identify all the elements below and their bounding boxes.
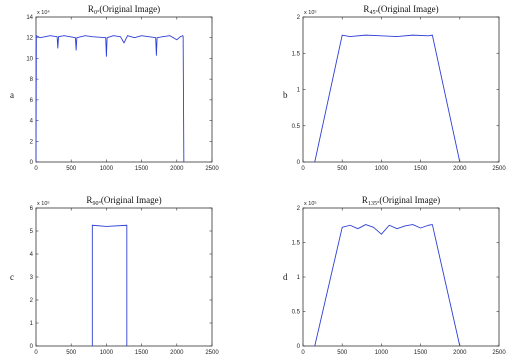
x-tick-label: 0 [34,350,38,354]
plot-frame [35,207,213,347]
y-axis-multiplier: x 10⁴ [37,9,50,16]
y-tick-label: 10 [26,56,33,62]
y-tick-label: 6 [30,98,34,104]
x-tick-label: 2000 [170,166,184,172]
x-tick-label: 500 [337,166,348,172]
y-tick-label: 1.5 [292,51,301,57]
x-tick-label: 1500 [135,350,149,354]
y-tick-label: 0 [30,160,34,166]
y-tick-label: 1 [30,321,34,327]
x-tick-label: 500 [66,166,77,172]
series-line [314,34,461,163]
x-tick-label: 2000 [453,350,467,354]
x-tick-label: 500 [337,350,348,354]
x-tick-label: 1500 [414,350,428,354]
y-tick-label: 0 [297,160,301,166]
y-axis-multiplier: x 10⁵ [37,200,50,207]
x-tick-label: 2000 [170,350,184,354]
panel-letter: c [10,272,14,282]
plot-frame [35,16,213,163]
series-line [35,35,185,163]
chart-panel-b: 0 500 1000 1500 2000 2500 0 0.5 1 1.5 2x 10⁵ R45°(O… [283,4,506,172]
y-tick-label: 2 [30,139,34,145]
chart-title-subscript: 0° [94,9,100,16]
y-tick-label: 4 [30,119,34,125]
x-tick-label: 0 [34,166,38,172]
y-tick-label: 2 [297,15,301,21]
x-tick-label: 2500 [205,166,219,172]
chart-panel-a: 0 500 1000 1500 2000 2500 0 2 4 6 8 10 12 14 x 10⁴ R0°(… [10,4,219,172]
chart-title: R0°(Original Image) [88,4,160,16]
y-tick-label: 0 [30,344,34,350]
series-line [91,224,128,346]
y-tick-label: 14 [26,15,33,21]
plot-frame [302,16,500,163]
y-axis-multiplier: x 10⁵ [304,200,317,207]
chart-title-rest: (Original Image) [99,4,160,14]
x-tick-label: 2500 [205,350,219,354]
y-tick-label: 12 [26,36,33,42]
chart-panel-c: 0 500 1000 1500 2000 2500 0 1 2 3 4 5 6x 10⁵ R90°(Ori… [10,195,219,354]
x-tick-label: 1000 [100,166,114,172]
chart-title: R90°(Original Image) [86,195,161,207]
x-tick-label: 1500 [414,166,428,172]
y-tick-label: 8 [30,77,34,83]
chart-title-main: R [86,195,92,205]
y-tick-label: 2 [297,206,301,212]
chart-title-main: R [88,4,94,14]
x-tick-label: 0 [301,350,305,354]
chart-title-main: R [363,4,369,14]
x-tick-label: 500 [66,350,77,354]
chart-title-subscript: 135° [368,200,380,207]
y-tick-label: 6 [30,206,34,212]
panel-letter: a [10,90,14,100]
panel-letter: d [283,272,288,282]
y-tick-label: 1 [297,275,301,281]
x-tick-label: 1000 [375,350,389,354]
plot-frame [302,207,500,347]
x-tick-label: 1000 [100,350,114,354]
y-tick-label: 0.5 [292,124,301,130]
x-tick-label: 2500 [492,350,506,354]
x-tick-label: 1500 [135,166,149,172]
chart-title: R45°(Original Image) [363,4,438,16]
y-axis-multiplier: x 10⁵ [304,9,317,16]
x-tick-label: 2500 [492,166,506,172]
series-line [314,224,461,347]
chart-title: R135°(Original Image) [362,195,440,207]
chart-title-rest: (Original Image) [378,4,439,14]
y-tick-label: 4 [30,252,34,258]
y-tick-label: 2 [30,298,34,304]
x-tick-label: 0 [301,166,305,172]
y-tick-label: 5 [30,229,34,235]
y-tick-label: 1.5 [292,241,301,247]
chart-panel-d: 0 500 1000 1500 2000 2500 0 0.5 1 1.5 2x 10⁵ R135°(… [283,195,506,354]
y-tick-label: 0 [297,344,301,350]
x-tick-label: 1000 [375,166,389,172]
chart-title-rest: (Original Image) [101,195,162,205]
chart-title-main: R [362,195,368,205]
x-tick-label: 2000 [453,166,467,172]
chart-title-subscript: 90° [92,200,101,207]
y-tick-label: 1 [297,88,301,94]
chart-title-rest: (Original Image) [379,195,440,205]
panel-letter: b [283,90,288,100]
chart-title-subscript: 45° [369,9,378,16]
y-tick-label: 3 [30,275,34,281]
y-tick-label: 0.5 [292,310,301,316]
